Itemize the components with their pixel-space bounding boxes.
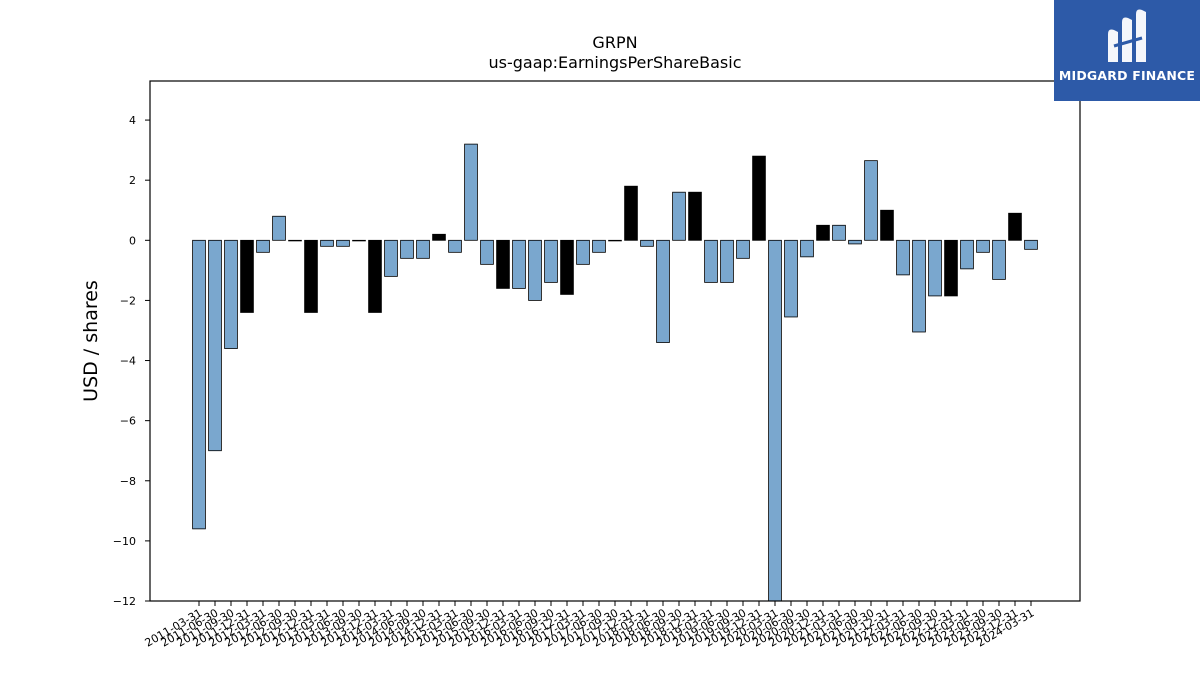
- bar-2011-03-31: [192, 239, 206, 530]
- bar-2022-09-30: [928, 239, 942, 297]
- bar-2015-03-31: [448, 239, 462, 253]
- bar-2022-12-31: [944, 239, 958, 297]
- bar-2023-09-30: [992, 239, 1006, 280]
- bar-2016-03-31: [512, 239, 526, 289]
- bar-2013-03-31: [320, 239, 334, 247]
- bar-2017-06-30: [592, 239, 606, 253]
- bar-2012-03-31: [256, 239, 270, 253]
- bar-2019-09-30: [736, 239, 750, 259]
- bar-2014-03-31: [384, 239, 398, 277]
- bar-2022-06-30: [912, 239, 926, 333]
- bar-2013-06-30: [336, 239, 350, 247]
- bar-2015-09-30: [480, 239, 494, 265]
- bar-2018-12-31: [688, 191, 702, 241]
- y-tick-label: −4: [120, 355, 136, 368]
- y-tick-label: 4: [129, 114, 136, 127]
- y-tick-label: −6: [120, 415, 136, 428]
- bar-2021-03-31: [832, 224, 846, 241]
- bars-group: [192, 143, 1038, 602]
- bar-2012-09-30: [288, 239, 302, 242]
- y-axis-label: USD / shares: [80, 280, 102, 402]
- bar-2021-06-30: [848, 239, 862, 245]
- bar-2019-06-30: [720, 239, 734, 283]
- midgard-logo-icon: [1108, 9, 1146, 62]
- y-tick-label: −8: [120, 475, 136, 488]
- logo-text: MIDGARD FINANCE: [1058, 68, 1196, 83]
- bar-2023-06-30: [976, 239, 990, 253]
- bar-2022-03-31: [896, 239, 910, 276]
- bar-2023-12-31: [1008, 212, 1022, 241]
- bar-2018-03-31: [640, 239, 654, 247]
- bar-2013-09-30: [352, 239, 366, 242]
- bar-2011-12-31: [240, 239, 254, 313]
- bar-2015-12-31: [496, 239, 510, 289]
- y-tick-label: −2: [120, 294, 136, 307]
- x-axis: 2011-03-312011-06-302011-09-302011-12-31…: [143, 601, 1037, 650]
- bar-2015-06-30: [464, 143, 478, 241]
- bar-2024-03-31: [1024, 239, 1038, 250]
- bar-2017-09-30: [608, 239, 622, 242]
- bar-2014-09-30: [416, 239, 430, 259]
- bar-2014-12-31: [432, 233, 446, 241]
- bar-2020-03-31: [768, 239, 782, 602]
- plot-frame: [149, 80, 1081, 602]
- y-tick-label: −12: [113, 595, 136, 608]
- y-axis: 4 2 0 −2 −4 −6 −8 −10 −12: [113, 114, 150, 608]
- bar-2016-12-31: [560, 239, 574, 295]
- bar-2012-06-30: [272, 215, 286, 241]
- y-tick-label: 0: [129, 234, 136, 247]
- bar-2016-09-30: [544, 239, 558, 283]
- bar-2021-12-31: [880, 209, 894, 241]
- bar-2020-06-30: [784, 239, 798, 318]
- bar-2020-09-30: [800, 239, 814, 258]
- bar-2017-03-31: [576, 239, 590, 265]
- bar-2018-06-30: [656, 239, 670, 343]
- bar-2019-03-31: [704, 239, 718, 283]
- bar-2012-12-31: [304, 239, 318, 313]
- bar-2019-12-31: [752, 155, 766, 241]
- y-tick-label: −10: [113, 535, 136, 548]
- bar-2016-06-30: [528, 239, 542, 301]
- bar-2013-12-31: [368, 239, 382, 313]
- bar-2023-03-31: [960, 239, 974, 270]
- bar-2018-09-30: [672, 191, 686, 241]
- bar-2020-12-31: [816, 224, 830, 241]
- bar-2021-09-30: [864, 160, 878, 241]
- chart-subtitle: us-gaap:EarningsPerShareBasic: [488, 53, 741, 72]
- chart-title: GRPN: [592, 33, 637, 52]
- bar-2014-06-30: [400, 239, 414, 259]
- y-tick-label: 2: [129, 174, 136, 187]
- bar-2011-06-30: [208, 239, 222, 452]
- bar-2011-09-30: [224, 239, 238, 349]
- bar-2017-12-31: [624, 185, 638, 241]
- midgard-finance-logo: MIDGARD FINANCE: [1054, 0, 1200, 101]
